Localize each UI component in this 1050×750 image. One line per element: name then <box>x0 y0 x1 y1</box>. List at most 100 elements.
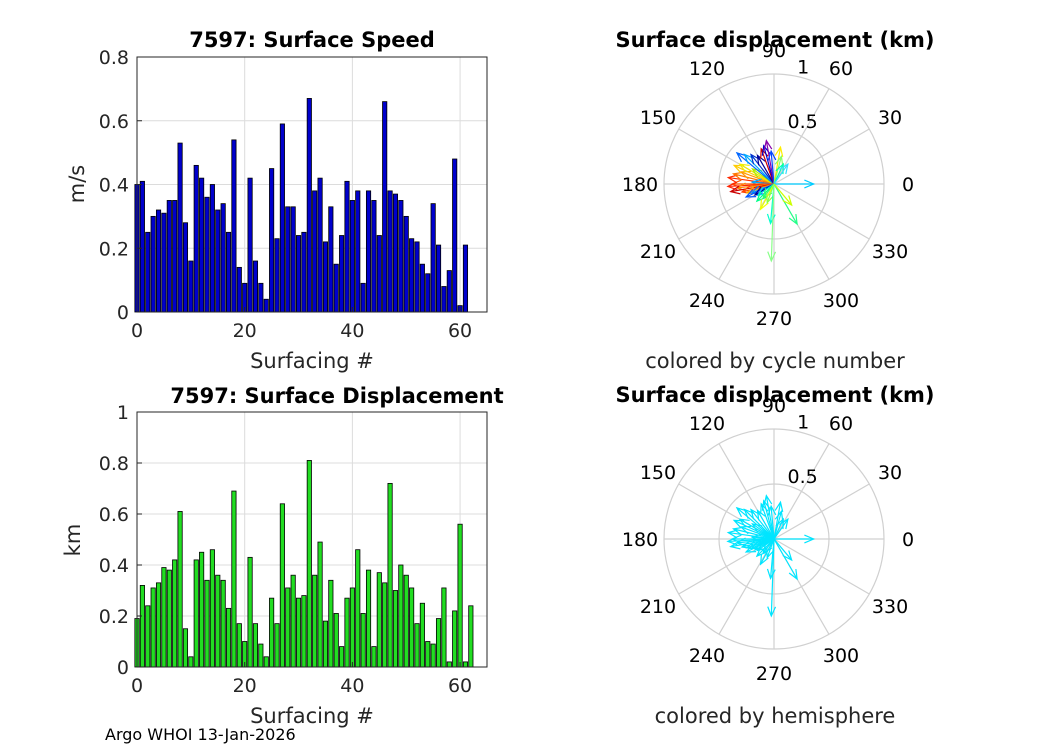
bar <box>155 209 162 313</box>
arrow-head <box>782 195 793 207</box>
bar <box>365 569 372 668</box>
x-tick-label: 60 <box>448 320 472 342</box>
arrow-shaft <box>765 140 775 185</box>
bar <box>446 661 452 668</box>
arrow-head <box>767 606 777 618</box>
bar <box>452 158 458 313</box>
bar <box>290 206 296 313</box>
bar <box>360 282 366 313</box>
x-tick-label: 20 <box>233 675 257 697</box>
chart-title: 7597: Surface Displacement <box>170 384 503 408</box>
angle-label: 300 <box>823 290 859 312</box>
displacement-arrow <box>756 509 775 540</box>
displacement-arrow <box>774 534 816 544</box>
y-tick-label: 0.2 <box>99 238 129 260</box>
arrow-shaft <box>733 173 775 185</box>
y-axis-label: m/s <box>65 165 89 203</box>
bar <box>382 101 388 313</box>
arrow-head <box>774 145 784 158</box>
bar <box>349 200 355 313</box>
polar-displacement-by-cycle: Surface displacement (km) colored by cyc… <box>615 28 934 373</box>
arrow-shaft <box>766 538 775 558</box>
y-tick-label: 0 <box>117 657 129 679</box>
bar <box>204 196 210 313</box>
displacement-arrow <box>750 153 775 185</box>
bar <box>462 244 469 313</box>
angle-label: 210 <box>640 241 676 263</box>
displacement-arrow <box>756 154 775 185</box>
angle-label: 0 <box>902 174 914 196</box>
bar <box>382 582 388 668</box>
arrow-shaft <box>773 183 798 225</box>
arrow-head <box>729 540 741 550</box>
bar <box>172 200 178 313</box>
bar <box>349 587 355 668</box>
bar <box>172 559 178 668</box>
angle-label: 180 <box>622 174 658 196</box>
arrow-head <box>726 529 739 539</box>
spoke <box>773 443 830 540</box>
bar <box>204 579 210 668</box>
spoke <box>773 88 830 185</box>
bar <box>376 572 382 668</box>
arrow-head <box>744 189 757 198</box>
bar <box>279 123 285 313</box>
arrow-shaft <box>773 538 798 580</box>
bar <box>312 190 318 313</box>
arrow-head <box>744 544 757 553</box>
spoke <box>718 538 775 635</box>
bar <box>403 215 409 313</box>
x-tick-label: 0 <box>131 675 143 697</box>
bar <box>225 231 232 313</box>
arrow-head <box>782 550 793 562</box>
bar <box>441 286 447 313</box>
arrow-shaft <box>773 511 782 540</box>
x-axis-label: Surfacing # <box>250 349 374 373</box>
angle-label: 60 <box>829 58 853 80</box>
arrow-head <box>735 506 747 518</box>
bar <box>387 482 393 668</box>
arrow-shaft <box>756 155 775 185</box>
bar <box>236 266 242 313</box>
arrow-head <box>738 163 750 173</box>
arrow-head <box>767 251 777 263</box>
radius-label: 1 <box>797 57 809 79</box>
bar <box>274 623 280 668</box>
x-tick-label: 60 <box>448 675 472 697</box>
displacement-arrow <box>766 183 775 205</box>
bar <box>263 656 269 668</box>
bar <box>290 574 296 668</box>
arrow-shaft <box>773 156 782 185</box>
bar <box>328 206 334 313</box>
arrow-head <box>756 509 766 521</box>
displacement-arrow <box>735 506 775 540</box>
bar <box>155 582 162 668</box>
arrow-head <box>763 139 773 151</box>
x-tick-label: 0 <box>131 320 143 342</box>
displacement-arrow <box>773 538 793 562</box>
angle-label: 240 <box>689 290 725 312</box>
bar <box>225 607 232 668</box>
bar <box>188 656 194 668</box>
arrow-head <box>766 568 776 580</box>
bar <box>199 177 205 313</box>
bar <box>301 231 307 313</box>
bar <box>177 511 183 668</box>
angle-label: 60 <box>829 413 853 435</box>
bar <box>220 579 226 668</box>
bar <box>166 200 172 313</box>
bar <box>344 597 350 668</box>
arrow-shaft <box>744 154 775 185</box>
angle-label: 90 <box>762 395 786 417</box>
arrow-head <box>738 518 750 528</box>
bar <box>274 238 280 313</box>
bar <box>355 190 361 313</box>
bar <box>435 244 442 313</box>
angle-label: 210 <box>640 596 676 618</box>
arrow-head <box>766 192 775 205</box>
bar <box>306 460 312 668</box>
arrow-head <box>804 179 816 189</box>
arrow-shaft <box>750 509 775 540</box>
bar <box>425 641 431 668</box>
angle-label: 120 <box>689 58 725 80</box>
